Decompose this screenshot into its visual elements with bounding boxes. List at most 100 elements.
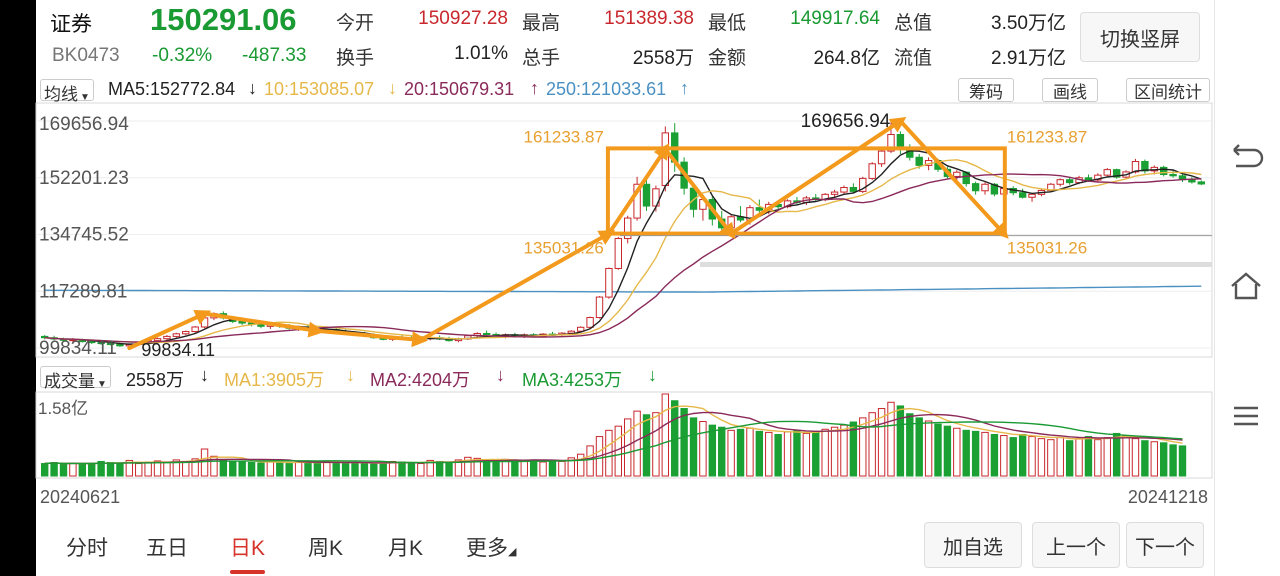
menu-icon[interactable] — [1228, 400, 1264, 432]
stat-value: 2.91万亿 — [991, 48, 1066, 69]
rotate-back-icon[interactable] — [1228, 142, 1264, 174]
volume-bar — [388, 460, 397, 477]
box-bottom-right-label: 135031.26 — [1007, 239, 1087, 258]
volume-bar — [642, 414, 651, 477]
left-edge-bar — [0, 0, 36, 576]
price-pane-frame — [35, 102, 1213, 358]
tab-weekly-k[interactable]: 周K — [308, 537, 344, 560]
candle-body — [887, 134, 895, 152]
volume-bar — [746, 427, 754, 477]
volume-bar — [1028, 436, 1036, 477]
ma20-line — [44, 173, 1202, 343]
volume-bar — [755, 430, 764, 477]
volume-bar — [341, 463, 350, 477]
volume-bar — [529, 459, 538, 477]
candle-body — [163, 335, 171, 340]
ma-selector-label: 均线 — [44, 85, 78, 104]
switch-portrait-button[interactable]: 切换竖屏 — [1080, 12, 1200, 62]
trend-arrow — [898, 119, 1009, 239]
candle-body — [830, 191, 839, 195]
arrow-up-icon: ↑ — [680, 78, 689, 98]
volume-bar — [708, 424, 717, 477]
volume-bar — [276, 461, 284, 477]
volume-indicator-bar: 成交量 ▼ 2558万 ↓ MA1:3905万 ↓ MA2:4204万 ↓ MA3… — [36, 364, 1214, 391]
volume-bar — [699, 421, 707, 477]
volume-bar — [294, 462, 303, 477]
stat-value: 3.50万亿 — [991, 13, 1066, 34]
tab-more[interactable]: 更多◢ — [466, 532, 516, 562]
candle-body — [624, 217, 632, 240]
stat-label: 今开 — [336, 13, 375, 34]
volume-bar — [1094, 439, 1102, 477]
stat-value: 149917.64 — [790, 8, 880, 29]
candle-body — [106, 343, 115, 346]
candle-body — [172, 333, 181, 337]
volume-bar — [840, 424, 848, 477]
volume-pane-frame — [35, 391, 1213, 479]
volume-selector[interactable]: 成交量 ▼ — [40, 366, 111, 391]
candle-body — [896, 134, 905, 149]
candle-body — [1169, 174, 1177, 177]
volume-bar — [492, 460, 500, 477]
candle-body — [971, 183, 980, 192]
stat-label: 金额 — [708, 48, 747, 69]
chip-button[interactable]: 筹码 — [958, 78, 1014, 102]
volume-bar — [774, 433, 782, 477]
volume-bar — [266, 460, 275, 477]
y-tick-label: 169656.94 — [39, 114, 129, 135]
stat-value: 151389.38 — [604, 8, 694, 29]
tab-daily-k[interactable]: 日K — [230, 532, 266, 574]
volume-bar — [1169, 444, 1177, 477]
tab-intraday[interactable]: 分时 — [66, 537, 108, 560]
next-button[interactable]: 下一个 — [1126, 522, 1204, 568]
volume-bar — [172, 459, 181, 477]
ma-indicator-bar: 均线 ▼ MA5:152772.84 ↓ 10:153085.07 ↓ 20:15… — [36, 77, 1214, 104]
candle-body — [953, 171, 961, 177]
period-tab-bar: 分时 五日 日K 周K 月K 更多◢ 加自选 上一个 下一个 — [36, 520, 1214, 576]
volume-bar — [464, 456, 472, 477]
stat-value: 2558万 — [632, 48, 694, 69]
stat-label: 换手 — [336, 48, 375, 69]
home-icon[interactable] — [1228, 270, 1264, 302]
volume-bar — [370, 463, 378, 477]
volume-bar — [238, 461, 246, 477]
volume-bar — [539, 461, 547, 477]
tab-five-day[interactable]: 五日 — [146, 537, 188, 560]
volume-bar — [106, 462, 115, 477]
candle-body — [1028, 193, 1036, 198]
volume-bar — [548, 459, 557, 477]
candle-body — [586, 317, 594, 328]
candle-body — [1197, 181, 1205, 185]
volume-bar — [943, 425, 952, 477]
candle-body — [191, 326, 199, 333]
y-tick-label: 99834.11 — [39, 338, 117, 359]
range-stats-button[interactable]: 区间统计 — [1126, 78, 1210, 102]
trend-arrow — [729, 117, 907, 236]
ma-selector[interactable]: 均线 ▼ — [40, 79, 94, 104]
stat-label: 最低 — [708, 13, 747, 34]
volume-bar — [210, 455, 218, 477]
corner-triangle-icon: ◢ — [508, 546, 517, 558]
volume-bar — [887, 401, 895, 477]
volume-bar — [1075, 438, 1083, 477]
add-watchlist-button[interactable]: 加自选 — [924, 522, 1022, 568]
volume-max-label: 1.58亿 — [38, 399, 88, 418]
volume-bar — [680, 408, 688, 477]
volume-bar — [962, 429, 970, 477]
volume-bar — [398, 461, 406, 477]
arrow-down-icon: ↓ — [388, 78, 397, 98]
volume-bar — [1141, 440, 1149, 477]
volume-bar — [783, 431, 792, 477]
trend-arrow — [202, 311, 325, 338]
draw-line-button[interactable]: 画线 — [1042, 78, 1098, 102]
candle-body — [97, 342, 105, 345]
volume-bar — [1084, 436, 1093, 477]
volume-bar — [59, 464, 68, 477]
previous-button[interactable]: 上一个 — [1032, 522, 1120, 568]
ma250-line — [44, 285, 1202, 293]
tab-monthly-k[interactable]: 月K — [388, 537, 424, 560]
volume-bar — [304, 462, 312, 477]
volume-bar — [1112, 432, 1121, 477]
volume-bar — [614, 425, 622, 477]
